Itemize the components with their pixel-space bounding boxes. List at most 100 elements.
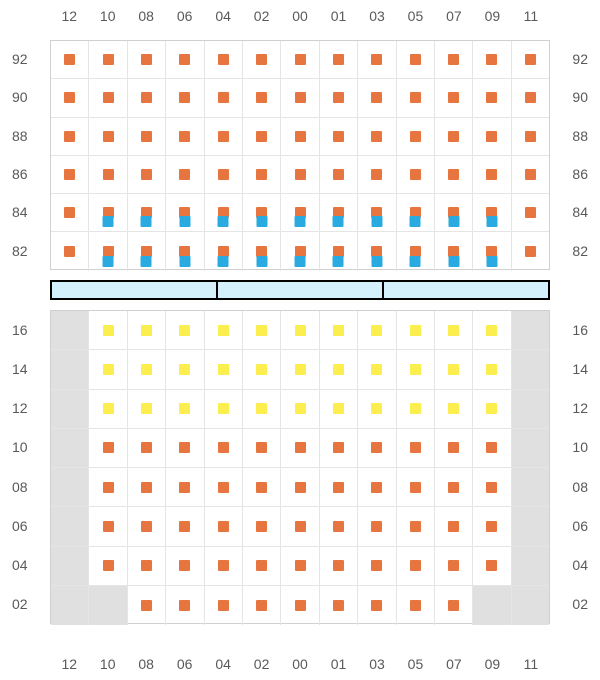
- seat-blue[interactable]: [256, 216, 267, 227]
- seat-orange[interactable]: [410, 131, 421, 142]
- seat-orange[interactable]: [525, 92, 536, 103]
- seat-orange[interactable]: [486, 131, 497, 142]
- seat-orange[interactable]: [410, 521, 421, 532]
- seat-orange[interactable]: [218, 600, 229, 611]
- seat-yellow[interactable]: [371, 403, 382, 414]
- seat-orange[interactable]: [410, 92, 421, 103]
- seat-orange[interactable]: [333, 521, 344, 532]
- seat-orange[interactable]: [295, 521, 306, 532]
- seat-blue[interactable]: [333, 256, 344, 267]
- seat-orange[interactable]: [141, 482, 152, 493]
- seat-orange[interactable]: [179, 560, 190, 571]
- seat-orange[interactable]: [410, 169, 421, 180]
- seat-orange[interactable]: [141, 131, 152, 142]
- seat-yellow[interactable]: [179, 364, 190, 375]
- seat-orange[interactable]: [218, 131, 229, 142]
- seat-blue[interactable]: [256, 256, 267, 267]
- seat-blue[interactable]: [448, 216, 459, 227]
- seat-orange[interactable]: [486, 442, 497, 453]
- seat-orange[interactable]: [256, 482, 267, 493]
- seat-orange[interactable]: [295, 442, 306, 453]
- seat-orange[interactable]: [333, 169, 344, 180]
- seat-orange[interactable]: [256, 54, 267, 65]
- seat-orange[interactable]: [256, 169, 267, 180]
- seat-orange[interactable]: [64, 207, 75, 218]
- seat-orange[interactable]: [64, 169, 75, 180]
- seat-yellow[interactable]: [179, 325, 190, 336]
- seat-blue[interactable]: [141, 216, 152, 227]
- seat-orange[interactable]: [448, 482, 459, 493]
- seat-orange[interactable]: [218, 169, 229, 180]
- seat-yellow[interactable]: [141, 403, 152, 414]
- seat-orange[interactable]: [64, 131, 75, 142]
- seat-orange[interactable]: [141, 54, 152, 65]
- seat-yellow[interactable]: [218, 364, 229, 375]
- seat-orange[interactable]: [256, 442, 267, 453]
- seat-orange[interactable]: [179, 169, 190, 180]
- seat-orange[interactable]: [486, 482, 497, 493]
- seat-blue[interactable]: [486, 256, 497, 267]
- seat-orange[interactable]: [295, 131, 306, 142]
- seat-yellow[interactable]: [333, 403, 344, 414]
- seat-yellow[interactable]: [486, 403, 497, 414]
- seat-orange[interactable]: [371, 131, 382, 142]
- seat-orange[interactable]: [218, 482, 229, 493]
- seat-orange[interactable]: [448, 169, 459, 180]
- seat-orange[interactable]: [141, 521, 152, 532]
- seat-orange[interactable]: [103, 442, 114, 453]
- seat-orange[interactable]: [103, 482, 114, 493]
- seat-orange[interactable]: [103, 54, 114, 65]
- seat-orange[interactable]: [448, 131, 459, 142]
- seat-orange[interactable]: [448, 442, 459, 453]
- seat-orange[interactable]: [525, 131, 536, 142]
- seat-yellow[interactable]: [410, 325, 421, 336]
- seat-blue[interactable]: [371, 216, 382, 227]
- seat-orange[interactable]: [371, 442, 382, 453]
- seat-orange[interactable]: [371, 521, 382, 532]
- seat-orange[interactable]: [295, 482, 306, 493]
- seat-blue[interactable]: [218, 216, 229, 227]
- seat-blue[interactable]: [179, 256, 190, 267]
- seat-orange[interactable]: [371, 169, 382, 180]
- seat-yellow[interactable]: [218, 325, 229, 336]
- seat-orange[interactable]: [410, 442, 421, 453]
- seat-orange[interactable]: [333, 482, 344, 493]
- seat-orange[interactable]: [448, 521, 459, 532]
- seat-orange[interactable]: [179, 521, 190, 532]
- seat-orange[interactable]: [179, 600, 190, 611]
- seat-blue[interactable]: [410, 216, 421, 227]
- seat-blue[interactable]: [410, 256, 421, 267]
- seat-orange[interactable]: [64, 54, 75, 65]
- seat-orange[interactable]: [103, 131, 114, 142]
- seat-yellow[interactable]: [486, 325, 497, 336]
- seat-orange[interactable]: [64, 246, 75, 257]
- seat-orange[interactable]: [179, 92, 190, 103]
- seat-orange[interactable]: [333, 92, 344, 103]
- seat-orange[interactable]: [256, 521, 267, 532]
- seat-orange[interactable]: [218, 54, 229, 65]
- seat-orange[interactable]: [179, 482, 190, 493]
- seat-yellow[interactable]: [141, 325, 152, 336]
- seat-yellow[interactable]: [371, 364, 382, 375]
- seat-orange[interactable]: [103, 92, 114, 103]
- seat-yellow[interactable]: [103, 403, 114, 414]
- seat-orange[interactable]: [218, 92, 229, 103]
- seat-yellow[interactable]: [333, 364, 344, 375]
- seat-orange[interactable]: [218, 560, 229, 571]
- seat-yellow[interactable]: [256, 403, 267, 414]
- seat-orange[interactable]: [410, 482, 421, 493]
- seat-blue[interactable]: [141, 256, 152, 267]
- seat-orange[interactable]: [141, 92, 152, 103]
- seat-orange[interactable]: [256, 600, 267, 611]
- seat-yellow[interactable]: [141, 364, 152, 375]
- seat-orange[interactable]: [295, 54, 306, 65]
- seat-orange[interactable]: [525, 169, 536, 180]
- seat-orange[interactable]: [448, 600, 459, 611]
- seat-orange[interactable]: [179, 442, 190, 453]
- seat-orange[interactable]: [141, 169, 152, 180]
- seat-yellow[interactable]: [448, 403, 459, 414]
- seat-orange[interactable]: [218, 442, 229, 453]
- seat-orange[interactable]: [295, 560, 306, 571]
- seat-yellow[interactable]: [218, 403, 229, 414]
- seat-orange[interactable]: [333, 560, 344, 571]
